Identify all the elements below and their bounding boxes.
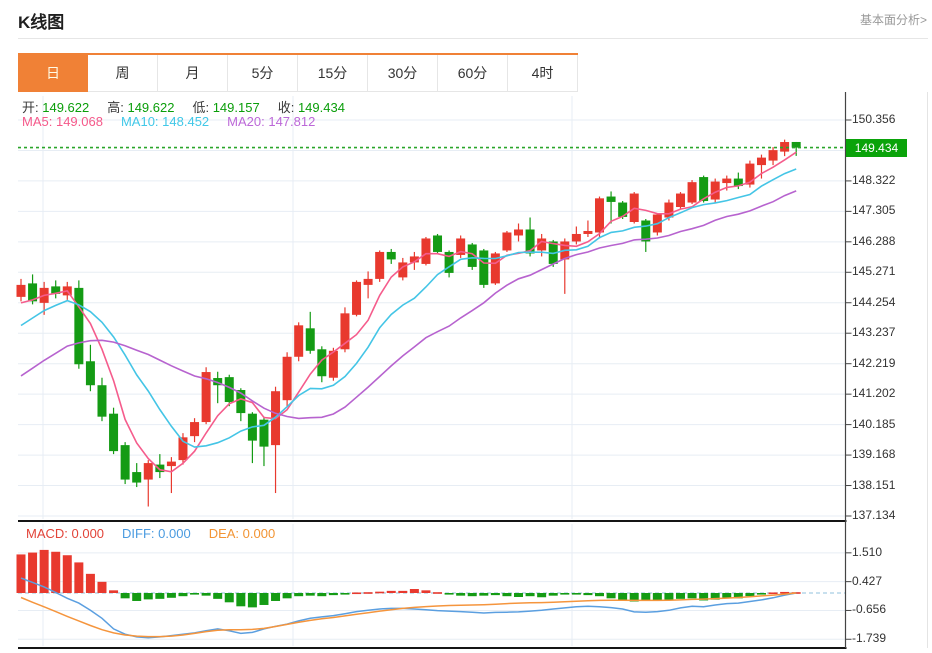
page-title: K线图 <box>18 13 65 32</box>
axis-tick-label: 147.305 <box>852 203 896 218</box>
tab-15分[interactable]: 15分 <box>298 55 368 92</box>
legend-item: 高: 149.622 <box>107 100 175 115</box>
diff-line <box>20 577 797 639</box>
axis-tick-label: 137.134 <box>852 507 896 522</box>
fundamental-analysis-link[interactable]: 基本面分析> <box>859 13 927 27</box>
axis-tick-label: 148.322 <box>852 172 896 187</box>
tab-月[interactable]: 月 <box>158 55 228 92</box>
tab-周[interactable]: 周 <box>88 55 158 92</box>
axis-tick-label: 143.237 <box>852 325 896 340</box>
axis-tick-label: 140.185 <box>852 416 896 431</box>
legend-item: DEA: 0.000 <box>208 526 276 541</box>
axis-tick-label: 138.151 <box>852 477 896 492</box>
legend-item: 低: 149.157 <box>192 100 260 115</box>
ohlc-legend: 开: 149.622 高: 149.622 低: 149.157 收: 149.434 <box>22 97 363 116</box>
tab-60分[interactable]: 60分 <box>438 55 508 92</box>
legend-item: 收: 149.434 <box>277 100 345 115</box>
ma10-line <box>20 168 797 448</box>
macd-legend: MACD: 0.000 DIFF: 0.000 DEA: 0.000 <box>26 526 293 541</box>
macd-histogram <box>16 549 801 608</box>
ma5-line <box>20 151 797 473</box>
ma-legend: MA5: 149.068 MA10: 148.452 MA20: 147.812 <box>22 114 333 129</box>
legend-item: 开: 149.622 <box>22 100 90 115</box>
tab-5分[interactable]: 5分 <box>228 55 298 92</box>
axis-tick-label: 150.356 <box>852 111 896 126</box>
legend-item: MACD: 0.000 <box>26 526 105 541</box>
legend-item: DIFF: 0.000 <box>122 526 191 541</box>
legend-item: MA10: 148.452 <box>120 114 210 129</box>
axis-tick-label: 144.254 <box>852 294 896 309</box>
axis-tick-label: 146.288 <box>852 233 896 248</box>
current-price-badge: 149.434 <box>846 139 907 157</box>
axis-tick-label: 0.427 <box>852 573 883 588</box>
axis-tick-label: 1.510 <box>852 544 883 559</box>
legend-item: MA20: 147.812 <box>227 114 316 129</box>
axis-tick-label: 139.168 <box>852 447 896 462</box>
ma20-line <box>20 190 797 420</box>
candles <box>16 139 801 507</box>
axis-tick-label: 145.271 <box>852 264 896 279</box>
tab-30分[interactable]: 30分 <box>368 55 438 92</box>
dea-line <box>20 592 797 638</box>
tab-4时[interactable]: 4时 <box>508 55 578 92</box>
axis-tick-label: -0.656 <box>852 602 887 617</box>
axis-tick-label: 141.202 <box>852 386 896 401</box>
interval-tabs: 日周月 5分 15分 30分 60分 4时 <box>18 53 578 92</box>
tab-日[interactable]: 日 <box>18 55 88 92</box>
axis-tick-label: -1.739 <box>852 631 887 646</box>
header-divider <box>18 38 928 39</box>
axis-tick-label: 142.219 <box>852 355 896 370</box>
legend-item: MA5: 149.068 <box>22 114 103 129</box>
